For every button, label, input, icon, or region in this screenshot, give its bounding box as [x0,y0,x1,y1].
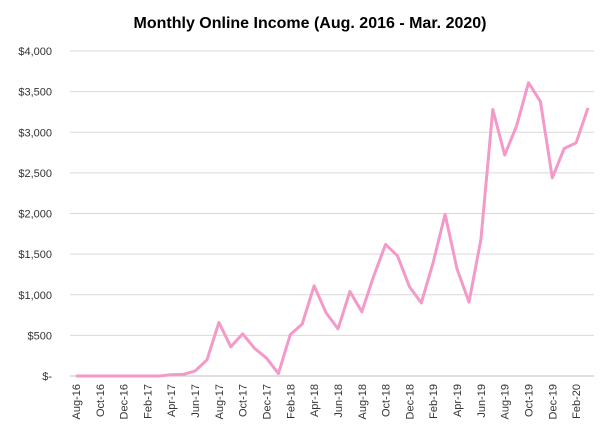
x-tick-label: Dec-16 [119,384,131,419]
line-series [76,81,590,378]
y-tick-label: $1,000 [18,290,52,302]
x-tick-label: Jun-17 [190,384,202,418]
x-tick-label: Dec-18 [404,384,416,419]
x-tick-label: Oct-16 [95,384,107,417]
x-tick-label: Oct-19 [524,384,536,417]
y-tick-label: $3,500 [18,87,52,99]
x-tick-label: Feb-20 [571,384,583,419]
x-tick-label: Aug-19 [500,384,512,419]
chart-title: Monthly Online Income (Aug. 2016 - Mar. … [134,15,487,32]
x-tick-label: Aug-18 [357,384,369,419]
x-tick-label: Jun-19 [476,384,488,418]
x-tick-label: Dec-19 [547,384,559,419]
y-tick-label: $3,000 [18,127,52,139]
x-tick-label: Apr-17 [166,384,178,417]
y-tick-label: $- [42,371,52,383]
x-tick-label: Apr-18 [309,384,321,417]
x-tick-label: Feb-18 [285,384,297,419]
x-tick-label: Oct-17 [238,384,250,417]
x-tick-label: Aug-17 [214,384,226,419]
x-tick-label: Apr-19 [452,384,464,417]
y-tick-label: $2,000 [18,209,52,221]
y-tick-label: $500 [28,330,52,342]
x-tick-label: Feb-17 [142,384,154,419]
y-tick-label: $2,500 [18,168,52,180]
x-tick-label: Oct-18 [381,384,393,417]
x-tick-label: Aug-16 [71,384,83,419]
x-tick-label: Feb-19 [428,384,440,419]
x-tick-label: Dec-17 [262,384,274,419]
y-tick-label: $4,000 [18,46,52,58]
y-tick-label: $1,500 [18,249,52,261]
x-tick-label: Jun-18 [333,384,345,418]
